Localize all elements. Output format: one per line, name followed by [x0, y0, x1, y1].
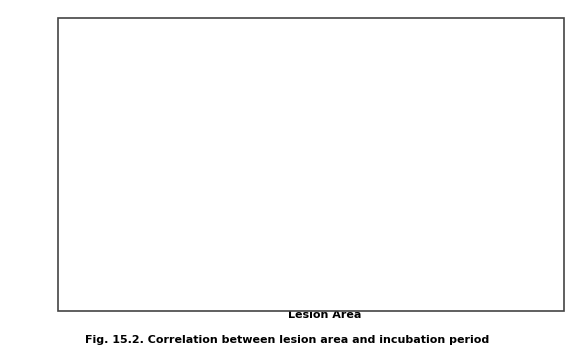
Point: [271, 108, 281, 114]
Y-axis label: Incubation Period: Incubation Period: [59, 111, 69, 222]
Point: [314, 127, 323, 133]
Point: [216, 106, 225, 112]
Point: [197, 101, 206, 107]
Point: [327, 159, 336, 165]
Point: [249, 111, 258, 117]
Point: [476, 168, 485, 174]
Point: [207, 113, 216, 119]
Point: [466, 154, 476, 160]
Point: [223, 92, 232, 97]
Point: [352, 140, 362, 145]
Point: [239, 111, 248, 117]
Point: [158, 82, 167, 88]
Point: [385, 164, 394, 169]
Point: [174, 72, 183, 78]
Text: Fig. 15.2. Correlation between lesion area and incubation period: Fig. 15.2. Correlation between lesion ar…: [85, 335, 490, 345]
Point: [281, 113, 290, 119]
Point: [190, 92, 200, 97]
Point: [489, 168, 498, 174]
Point: [184, 75, 193, 81]
Point: [164, 77, 174, 83]
Point: [320, 130, 329, 136]
X-axis label: Lesion Area: Lesion Area: [288, 310, 362, 320]
Point: [336, 137, 346, 143]
Point: [298, 116, 307, 121]
Point: [288, 96, 297, 102]
Point: [482, 166, 492, 172]
Point: [262, 113, 271, 119]
